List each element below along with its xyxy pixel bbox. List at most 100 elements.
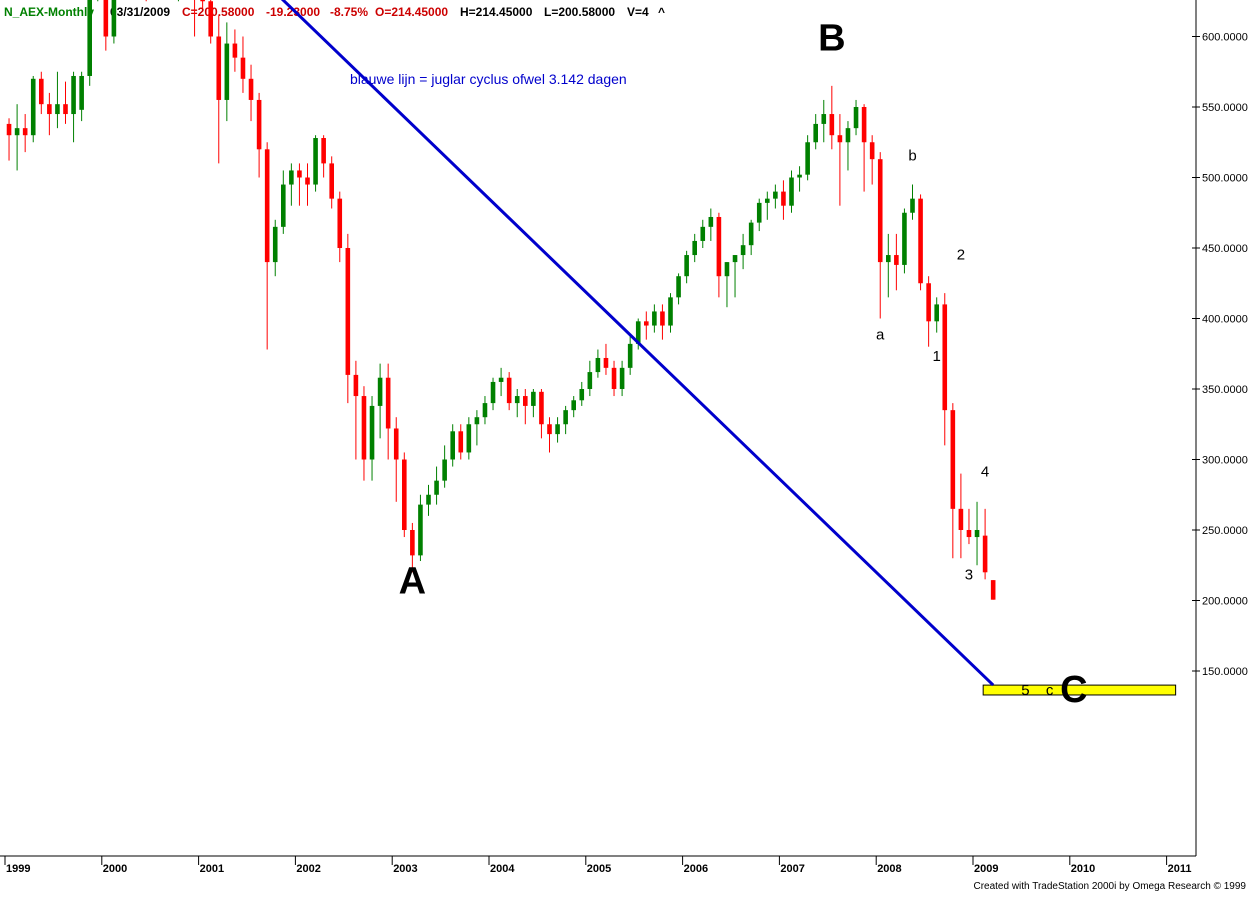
candle-body: [281, 184, 286, 227]
target-zone-box: [982, 684, 1177, 696]
candle-body: [248, 78, 254, 100]
candle-body: [361, 396, 367, 460]
candle-body: [563, 410, 568, 425]
candle-body: [329, 163, 334, 199]
price-axis-label: 200.0000: [1202, 596, 1248, 608]
candle-body: [813, 123, 818, 143]
time-axis-label: 2005: [587, 863, 611, 875]
candle-body: [200, 0, 205, 2]
candle-body: [458, 431, 464, 453]
time-axis-label: 2003: [393, 863, 417, 875]
wave-label: b: [908, 148, 916, 165]
candle-body: [765, 198, 770, 203]
candle-body: [482, 403, 488, 418]
time-axis-label: 2000: [103, 863, 127, 875]
candle-body: [442, 459, 447, 481]
candle-body: [490, 381, 496, 404]
candle-body: [474, 417, 480, 425]
header-change-pct: -8.75%: [330, 5, 368, 19]
candle-body: [272, 226, 278, 263]
candle-body: [321, 138, 326, 164]
candle-body: [692, 240, 697, 256]
candle-body: [305, 177, 310, 185]
candle-body: [773, 191, 778, 199]
candle-body: [22, 128, 28, 136]
candle-body: [668, 297, 673, 326]
candle-body: [571, 400, 576, 411]
candle-body: [240, 57, 246, 79]
candle-body: [289, 170, 294, 185]
price-axis-label: 300.0000: [1202, 455, 1248, 467]
header-volume: V=4: [627, 5, 649, 19]
candle-body: [748, 222, 754, 246]
candle-body: [434, 480, 439, 495]
candle-body: [369, 405, 375, 460]
time-axis-label: 2011: [1168, 863, 1192, 875]
candle-body: [297, 170, 302, 178]
candle-body: [619, 367, 625, 389]
candle-body: [595, 357, 601, 373]
candle-body: [700, 226, 706, 241]
candle-body: [724, 262, 730, 277]
candle-body: [756, 202, 762, 223]
candle-body: [103, 0, 109, 37]
time-axis-label: 2010: [1071, 863, 1095, 875]
price-axis-label: 450.0000: [1202, 243, 1248, 255]
price-axis-label: 350.0000: [1202, 384, 1248, 396]
candle-body: [708, 216, 714, 227]
candle-body: [627, 343, 633, 368]
wave-label: B: [818, 18, 845, 60]
candle-body: [523, 396, 528, 406]
wave-label: a: [876, 327, 885, 344]
time-axis-label: 1999: [6, 863, 30, 875]
candle-body: [684, 255, 689, 277]
time-axis-label: 2004: [490, 863, 515, 875]
candle-body: [740, 245, 746, 256]
candle-body: [547, 424, 552, 435]
candle-body: [950, 410, 956, 509]
candle-body: [313, 138, 318, 185]
candle-body: [926, 283, 931, 322]
candle-body: [410, 530, 415, 556]
price-axis-label: 500.0000: [1202, 173, 1248, 185]
candle-body: [902, 212, 907, 265]
candle-body: [531, 391, 536, 406]
candle-body: [732, 255, 738, 263]
header-high: H=214.45000: [460, 5, 533, 19]
wave-label: c: [1046, 682, 1054, 699]
candle-body: [966, 530, 972, 538]
candle-body: [579, 389, 585, 401]
candle-body: [894, 255, 899, 265]
candle-body: [498, 377, 504, 382]
candle-body: [264, 149, 270, 263]
candle-body: [829, 114, 835, 136]
candle-body: [910, 198, 915, 213]
candle-body: [861, 107, 867, 143]
candle-body: [224, 43, 230, 100]
candle-body: [603, 357, 609, 368]
candle-body: [208, 1, 213, 37]
candle-body: [676, 276, 681, 298]
candle-body: [934, 304, 939, 322]
price-axis-label: 550.0000: [1202, 102, 1248, 114]
candle-body: [345, 248, 351, 375]
time-axis-label: 2006: [684, 863, 708, 875]
candle-body: [942, 304, 948, 411]
price-axis-label: 600.0000: [1202, 32, 1248, 44]
candle-body: [14, 128, 20, 136]
header-close: C=200.58000: [182, 5, 255, 19]
candle-body: [845, 128, 851, 143]
candle-body: [377, 377, 383, 406]
candle-body: [652, 311, 657, 326]
juglar-trendline: [280, 0, 995, 687]
candle-body: [886, 255, 891, 263]
candle-body: [789, 177, 794, 206]
time-axis-label: 2001: [200, 863, 224, 875]
header-low: L=200.58000: [544, 5, 615, 19]
time-axis-label: 2009: [974, 863, 998, 875]
wave-label: 2: [957, 246, 965, 263]
candle-body: [869, 142, 875, 160]
wave-label: A: [399, 560, 426, 602]
candle-body: [111, 0, 117, 37]
